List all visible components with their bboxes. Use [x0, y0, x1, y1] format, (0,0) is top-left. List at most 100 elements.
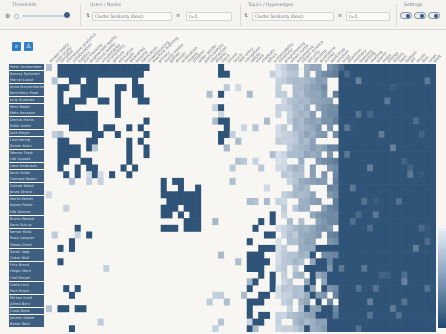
matrix-cell[interactable]	[390, 131, 397, 138]
matrix-cell[interactable]	[263, 184, 270, 192]
matrix-cell[interactable]	[338, 137, 345, 145]
matrix-cell[interactable]	[327, 64, 334, 71]
matrix-cell[interactable]	[332, 291, 339, 299]
matrix-cell[interactable]	[332, 90, 339, 98]
matrix-cell[interactable]	[338, 64, 345, 71]
matrix-cell[interactable]	[430, 64, 436, 71]
matrix-cell[interactable]	[372, 117, 379, 125]
matrix-cell[interactable]	[378, 151, 385, 159]
matrix-cell[interactable]	[304, 265, 311, 272]
matrix-cell[interactable]	[86, 84, 93, 92]
matrix-cell[interactable]	[349, 164, 357, 172]
matrix-cell[interactable]	[372, 151, 379, 159]
matrix-cell[interactable]	[281, 64, 288, 71]
matrix-cell[interactable]	[401, 191, 408, 199]
matrix-cell[interactable]	[332, 204, 339, 212]
row-label[interactable]: Julia Meyer	[9, 129, 44, 137]
matrix-cell[interactable]	[275, 325, 282, 332]
matrix-cell[interactable]	[258, 298, 265, 306]
matrix-cell[interactable]	[286, 251, 293, 259]
matrix-cell[interactable]	[407, 325, 414, 332]
matrix-cell[interactable]	[286, 291, 293, 299]
matrix-cell[interactable]	[68, 110, 75, 118]
matrix-cell[interactable]	[292, 77, 299, 85]
matrix-cell[interactable]	[407, 244, 414, 252]
matrix-cell[interactable]	[327, 157, 334, 165]
matrix-cell[interactable]	[413, 211, 420, 219]
matrix-cell[interactable]	[309, 325, 316, 332]
row-label[interactable]: Agnes Reiter	[9, 202, 44, 209]
matrix-cell[interactable]	[424, 104, 431, 112]
matrix-cell[interactable]	[321, 144, 328, 152]
matrix-cell[interactable]	[367, 224, 374, 232]
matrix-cell[interactable]	[275, 137, 282, 145]
matrix-cell[interactable]	[309, 177, 316, 185]
matrix-cell[interactable]	[258, 258, 265, 266]
row-label[interactable]: Johann Seidel	[9, 314, 44, 321]
matrix-cell[interactable]	[367, 231, 374, 239]
matrix-cell[interactable]	[407, 151, 414, 159]
matrix-cell[interactable]	[344, 271, 351, 279]
matrix-cell[interactable]	[407, 64, 414, 71]
matrix-cell[interactable]	[246, 198, 253, 205]
matrix-cell[interactable]	[86, 157, 93, 165]
matrix-cell[interactable]	[361, 84, 368, 92]
matrix-cell[interactable]	[292, 97, 299, 105]
matrix-cell[interactable]	[378, 305, 385, 313]
matrix-cell[interactable]	[292, 117, 299, 125]
matrix-cell[interactable]	[349, 271, 357, 279]
matrix-cell[interactable]	[304, 325, 311, 332]
matrix-cell[interactable]	[418, 64, 425, 71]
matrix-cell[interactable]	[321, 318, 328, 326]
matrix-cell[interactable]	[74, 97, 81, 105]
matrix-cell[interactable]	[418, 90, 425, 98]
matrix-cell[interactable]	[321, 244, 328, 252]
row-label[interactable]: Barney Nylander	[9, 70, 44, 77]
matrix-cell[interactable]	[281, 137, 288, 145]
matrix-cell[interactable]	[212, 218, 219, 226]
matrix-cell[interactable]	[327, 318, 334, 326]
matrix-cell[interactable]	[390, 171, 397, 179]
matrix-cell[interactable]	[258, 291, 265, 299]
matrix-cell[interactable]	[413, 184, 420, 192]
matrix-cell[interactable]	[413, 124, 420, 132]
matrix-cell[interactable]	[86, 70, 93, 78]
matrix-cell[interactable]	[401, 184, 408, 192]
matrix-cell[interactable]	[68, 244, 75, 252]
matrix-cell[interactable]	[332, 271, 339, 279]
matrix-cell[interactable]	[430, 251, 436, 259]
matrix-cell[interactable]	[355, 325, 362, 332]
matrix-cell[interactable]	[309, 224, 316, 232]
matrix-cell[interactable]	[355, 131, 362, 138]
matrix-cell[interactable]	[367, 157, 374, 165]
matrix-cell[interactable]	[361, 117, 368, 125]
matrix-cell[interactable]	[332, 144, 339, 152]
matrix-cell[interactable]	[315, 325, 322, 332]
matrix-cell[interactable]	[126, 124, 133, 132]
matrix-cell[interactable]	[384, 151, 391, 159]
matrix-cell[interactable]	[424, 97, 431, 105]
matrix-cell[interactable]	[86, 90, 93, 98]
matrix-cell[interactable]	[189, 191, 196, 199]
matrix-cell[interactable]	[355, 305, 362, 313]
matrix-cell[interactable]	[344, 305, 351, 313]
matrix-cell[interactable]	[321, 271, 328, 279]
matrix-cell[interactable]	[430, 117, 436, 125]
matrix-cell[interactable]	[292, 84, 299, 92]
matrix-cell[interactable]	[338, 218, 345, 226]
matrix-cell[interactable]	[309, 144, 316, 152]
matrix-cell[interactable]	[384, 137, 391, 145]
matrix-cell[interactable]	[281, 285, 288, 293]
matrix-cell[interactable]	[413, 117, 420, 125]
matrix-cell[interactable]	[344, 265, 351, 272]
matrix-cell[interactable]	[298, 164, 305, 172]
topics-n-input[interactable]: n=5	[346, 12, 390, 21]
matrix-cell[interactable]	[309, 64, 316, 71]
matrix-cell[interactable]	[384, 204, 391, 212]
matrix-cell[interactable]	[361, 191, 368, 199]
matrix-cell[interactable]	[384, 211, 391, 219]
matrix-cell[interactable]	[361, 77, 368, 85]
matrix-cell[interactable]	[91, 164, 98, 172]
matrix-cell[interactable]	[269, 278, 276, 286]
matrix-cell[interactable]	[327, 191, 334, 199]
